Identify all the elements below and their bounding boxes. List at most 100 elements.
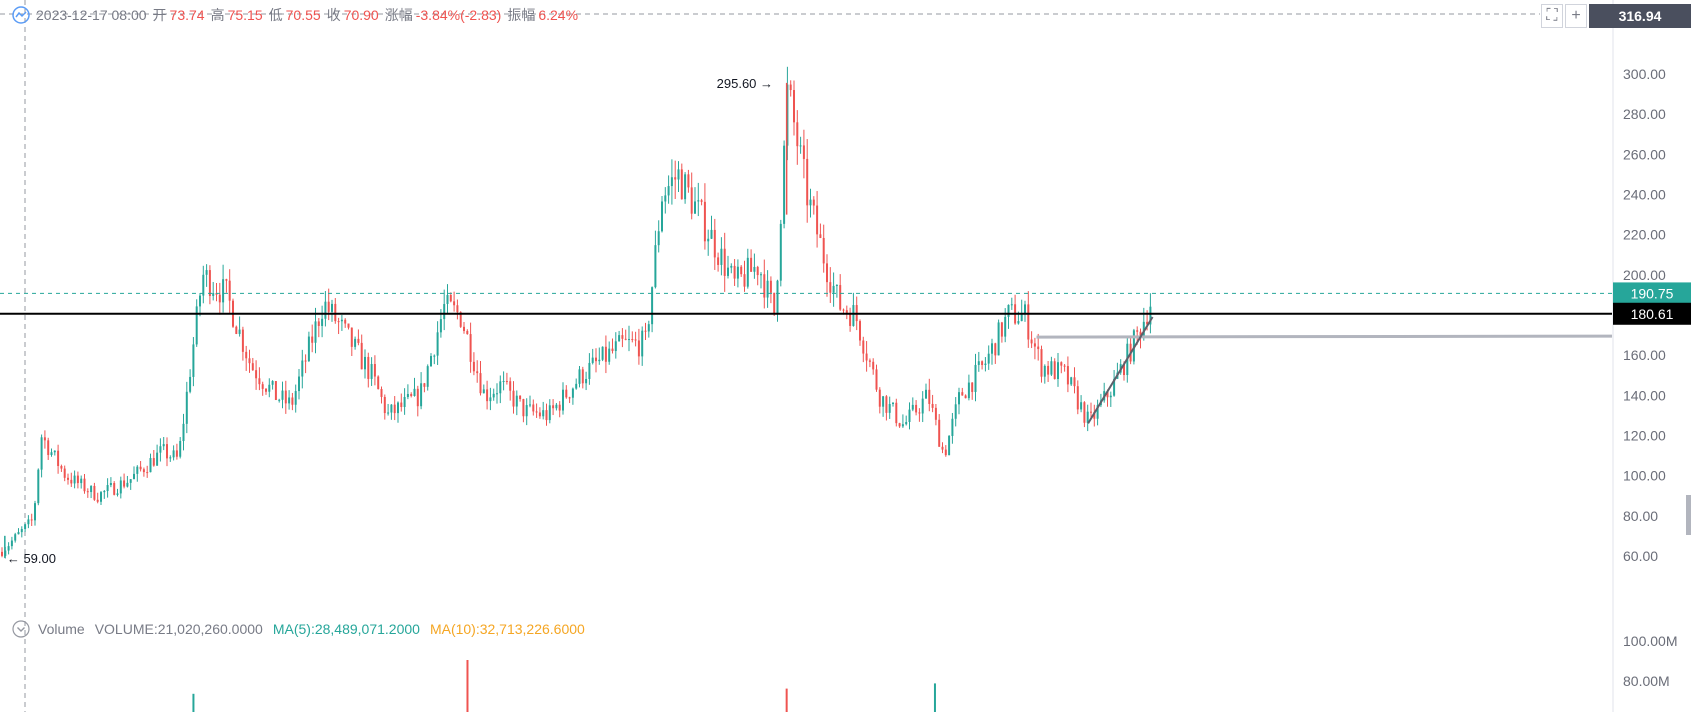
candle-body: [1109, 395, 1112, 398]
candle-body: [878, 389, 881, 407]
chart-symbol-icon[interactable]: [12, 6, 30, 24]
candle-body: [1007, 304, 1010, 317]
close-label: 收: [326, 7, 341, 23]
plus-icon[interactable]: +: [1565, 4, 1587, 28]
candle-body: [166, 444, 168, 459]
candle-body: [776, 280, 779, 315]
candle-body: [446, 294, 449, 304]
candle-body: [347, 323, 350, 328]
high-value: 75.15: [227, 7, 263, 23]
candle-body: [931, 403, 934, 408]
scale-handle[interactable]: [1686, 495, 1691, 535]
low-label: 低: [268, 7, 283, 23]
candle-body: [608, 348, 611, 362]
candle-body: [344, 319, 347, 324]
candle-body: [908, 409, 911, 423]
candle-body: [208, 270, 211, 296]
candle-body: [809, 199, 812, 206]
candle-body: [14, 534, 17, 541]
fullscreen-icon[interactable]: ⛶: [1541, 4, 1563, 28]
candle-body: [634, 339, 637, 341]
candle-body: [1033, 343, 1036, 347]
candle-body: [1020, 313, 1023, 322]
candle-body: [743, 274, 746, 287]
candle-body: [321, 318, 324, 326]
volume-tick-label: 100.00M: [1623, 633, 1677, 649]
candle-body: [1060, 362, 1063, 366]
candle-body: [245, 351, 248, 359]
candle-body: [149, 458, 152, 473]
candle-body: [925, 389, 927, 399]
current-price-label: 190.75: [1631, 285, 1674, 301]
candle-body: [218, 294, 221, 303]
candle-body: [1139, 331, 1142, 338]
candle-body: [281, 390, 284, 400]
candle-body: [116, 493, 119, 495]
gray-ray-line[interactable]: [1036, 334, 1613, 339]
candle-body: [598, 359, 601, 362]
trendline[interactable]: [1087, 316, 1154, 424]
candle-body: [258, 378, 261, 385]
candle-body: [357, 338, 360, 343]
candle-body: [892, 402, 894, 405]
candle-body: [964, 395, 967, 399]
candle-body: [334, 303, 337, 322]
chevron-down-icon[interactable]: [12, 620, 30, 638]
candle-body: [1043, 365, 1046, 377]
candle-body: [882, 396, 885, 407]
candle-body: [948, 435, 951, 456]
candle-body: [238, 329, 241, 334]
candle-body: [119, 480, 122, 494]
candle-body: [845, 310, 848, 314]
candle-body: [578, 369, 581, 384]
candle-body: [255, 370, 258, 379]
candle-body: [1149, 306, 1152, 325]
candle-body: [383, 396, 386, 414]
candle-body: [901, 424, 904, 427]
max-annotation: 295.60 →: [717, 76, 773, 91]
candle-body: [317, 321, 320, 326]
candle-body: [971, 382, 974, 392]
candle-body: [611, 348, 614, 352]
candle-body: [730, 265, 733, 268]
candle-body: [542, 410, 545, 417]
candle-body: [499, 381, 502, 394]
candle-body: [453, 301, 456, 306]
price-tick-label: 200.00: [1623, 267, 1666, 283]
candle-body: [278, 399, 281, 401]
candle-body: [674, 177, 677, 180]
candle-body: [555, 404, 558, 409]
candle-body: [664, 195, 667, 202]
candle-body: [637, 340, 640, 357]
candle-body: [898, 423, 901, 427]
candle-body: [47, 440, 50, 456]
candle-body: [723, 248, 726, 276]
candle-body: [661, 201, 663, 232]
candle-body: [235, 326, 238, 334]
candle-body: [133, 473, 135, 480]
candle-body: [760, 274, 762, 276]
candle-body: [370, 364, 373, 379]
candle-body: [756, 266, 759, 276]
candle-body: [614, 341, 617, 352]
candle-body: [172, 450, 175, 458]
candle-body: [562, 389, 564, 411]
candle-body: [271, 381, 274, 385]
candle-body: [720, 248, 723, 265]
candle-body: [581, 369, 584, 384]
candle-body: [628, 339, 630, 341]
candle-body: [766, 280, 769, 298]
candle-body: [529, 404, 531, 406]
candle-body: [479, 373, 482, 394]
candle-body: [832, 285, 835, 293]
candle-body: [430, 356, 432, 367]
candle-body: [268, 384, 271, 392]
candle-body: [57, 450, 60, 467]
candle-body: [895, 402, 898, 424]
candle-body: [1047, 365, 1050, 375]
candle-body: [380, 389, 383, 397]
amplitude-label: 振幅: [507, 7, 536, 23]
candle-body: [875, 369, 878, 390]
candle-body: [727, 267, 729, 276]
